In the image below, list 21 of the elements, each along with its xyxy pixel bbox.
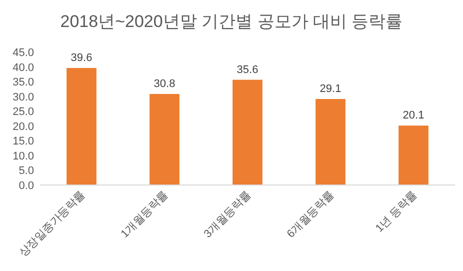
y-tick-label: 25.0 (12, 106, 34, 118)
y-tick-label: 20.0 (12, 120, 34, 133)
bar (232, 80, 262, 185)
y-tick-label: 5.0 (18, 165, 34, 178)
y-tick-label: 0.0 (18, 180, 34, 192)
data-label: 39.6 (70, 52, 92, 64)
bar (316, 98, 346, 185)
data-label: 20.1 (402, 110, 424, 122)
y-tick-label: 40.0 (12, 62, 34, 74)
bar (66, 68, 96, 185)
y-tick-label: 45.0 (12, 47, 34, 59)
data-label: 29.1 (320, 82, 342, 95)
bar (398, 126, 428, 185)
y-tick-label: 10.0 (12, 150, 34, 162)
bar (150, 94, 180, 185)
y-tick-label: 30.0 (12, 91, 34, 104)
chart-title: 2018년~2020년말 기간별 공모가 대비 등락률 (60, 12, 403, 31)
data-label: 30.8 (154, 78, 176, 90)
y-tick-label: 15.0 (12, 136, 34, 148)
data-label: 35.6 (236, 64, 258, 76)
y-tick-label: 35.0 (12, 76, 34, 89)
